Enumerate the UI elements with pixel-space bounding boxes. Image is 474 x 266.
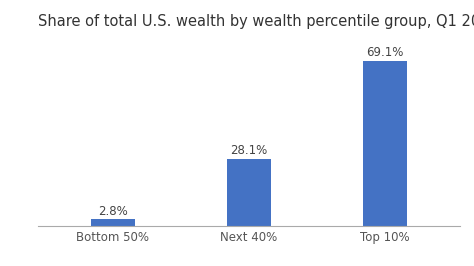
Bar bbox=[227, 159, 271, 226]
Text: 69.1%: 69.1% bbox=[366, 46, 404, 59]
Text: 2.8%: 2.8% bbox=[98, 205, 128, 218]
Text: Share of total U.S. wealth by wealth percentile group, Q1 2022: Share of total U.S. wealth by wealth per… bbox=[38, 14, 474, 29]
Text: 28.1%: 28.1% bbox=[230, 144, 267, 157]
Bar bbox=[363, 61, 407, 226]
Bar bbox=[91, 219, 135, 226]
